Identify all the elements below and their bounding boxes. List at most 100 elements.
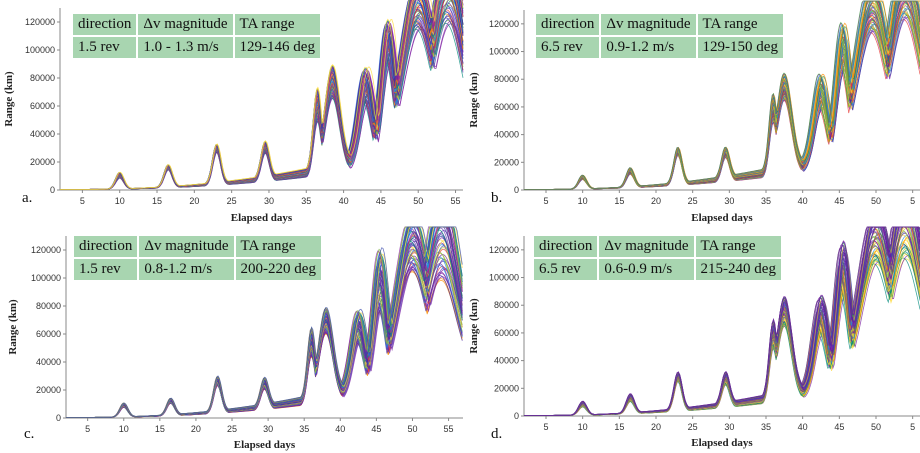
y-tick-label: 40000 xyxy=(30,129,55,139)
y-tick-label: 20000 xyxy=(36,385,61,395)
table-header-ta: TA range xyxy=(694,236,783,259)
trajectory-line xyxy=(60,0,464,190)
y-tick-label: 120000 xyxy=(489,245,519,255)
trajectory-lines xyxy=(60,0,464,190)
x-tick-label: 15 xyxy=(152,196,162,206)
chart-a-info-table: direction Δv magnitude TA range 1.5 rev … xyxy=(73,14,322,60)
x-tick-label: 10 xyxy=(578,422,588,432)
x-tick-label: 35 xyxy=(761,422,771,432)
y-tick-label: 40000 xyxy=(494,130,519,140)
chart-d-info-table: direction Δv magnitude TA range 6.5 rev … xyxy=(534,236,783,282)
x-tick-label: 10 xyxy=(119,424,129,434)
y-axis-label: Range (km) xyxy=(468,72,480,128)
x-tick-label: 25 xyxy=(688,196,698,206)
x-tick-label: 30 xyxy=(263,424,273,434)
x-tick-label: 30 xyxy=(264,196,274,206)
x-axis-label: Elapsed days xyxy=(691,212,753,224)
y-tick-label: 0 xyxy=(50,185,55,195)
table-value-dv: 0.6-0.9 m/s xyxy=(598,258,696,282)
y-tick-label: 100000 xyxy=(489,273,519,283)
y-tick-label: 20000 xyxy=(494,157,519,167)
table-header-ta: TA range xyxy=(234,236,323,259)
panel-label-d: d. xyxy=(491,426,503,442)
x-tick-label: 40 xyxy=(339,196,349,206)
chart-b-info-table: direction Δv magnitude TA range 6.5 rev … xyxy=(536,14,785,60)
table-value-direction: 1.5 rev xyxy=(74,258,140,282)
y-tick-label: 0 xyxy=(514,185,519,195)
x-tick-label: 40 xyxy=(798,422,808,432)
trajectory-line xyxy=(524,0,920,190)
y-tick-label: 40000 xyxy=(36,357,61,367)
x-tick-label: 50 xyxy=(407,424,417,434)
y-tick-label: 100000 xyxy=(31,273,61,283)
x-tick-label: 5 xyxy=(85,424,90,434)
x-tick-label: 5 xyxy=(543,196,548,206)
x-tick-label: 25 xyxy=(688,422,698,432)
panel-label-c: c. xyxy=(24,426,35,442)
x-tick-label: 55 xyxy=(451,196,461,206)
trajectory-lines xyxy=(524,226,920,416)
x-axis-label: Elapsed days xyxy=(691,437,753,449)
chart-panel-c: 0 20000 40000 60000 80000 100000 120000 5 10 15 20… xyxy=(0,226,463,453)
x-tick-label: 5 xyxy=(910,422,915,432)
y-tick-label: 100000 xyxy=(489,47,519,57)
x-tick-label: 30 xyxy=(724,196,734,206)
x-tick-label: 35 xyxy=(301,196,311,206)
y-tick-label: 120000 xyxy=(25,17,55,27)
x-tick-label: 15 xyxy=(614,196,624,206)
table-value-direction: 6.5 rev xyxy=(536,36,602,60)
x-tick-label: 25 xyxy=(227,424,237,434)
y-axis-label: Range (km) xyxy=(7,299,19,355)
table-value-dv: 0.8-1.2 m/s xyxy=(138,258,236,282)
trajectory-line xyxy=(524,226,920,416)
y-tick-label: 80000 xyxy=(36,301,61,311)
y-tick-label: 0 xyxy=(56,413,61,423)
chart-c-info-table: direction Δv magnitude TA range 1.5 rev … xyxy=(74,236,323,282)
x-tick-label: 20 xyxy=(189,196,199,206)
panel-label-b: b. xyxy=(491,190,503,206)
y-tick-label: 60000 xyxy=(30,101,55,111)
x-tick-label: 35 xyxy=(761,196,771,206)
y-tick-label: 20000 xyxy=(30,157,55,167)
y-tick-label: 80000 xyxy=(494,74,519,84)
table-value-direction: 1.5 rev xyxy=(73,36,139,60)
y-axis-label: Range (km) xyxy=(3,71,15,127)
chart-panel-d: 0 20000 40000 60000 80000 100000 120000 5 10 15 20… xyxy=(460,226,920,453)
table-header-dv: Δv magnitude xyxy=(598,236,696,259)
x-tick-label: 30 xyxy=(724,422,734,432)
chart-a-svg: 0 20000 40000 60000 80000 100000 120000 5 10 15 20… xyxy=(3,0,464,224)
y-tick-label: 60000 xyxy=(494,102,519,112)
chart-panel-b: 0 20000 40000 60000 80000 100000 120000 5 10 15 20… xyxy=(460,0,920,228)
trajectory-lines xyxy=(66,226,463,418)
table-header-direction: direction xyxy=(536,14,602,37)
y-tick-label: 80000 xyxy=(30,73,55,83)
y-tick-label: 80000 xyxy=(494,300,519,310)
x-tick-label: 5 xyxy=(910,196,915,206)
y-tick-label: 40000 xyxy=(494,356,519,366)
y-tick-label: 100000 xyxy=(25,45,55,55)
x-tick-label: 15 xyxy=(614,422,624,432)
table-value-ta: 129-150 deg xyxy=(696,36,785,60)
chart-b-svg: 0 20000 40000 60000 80000 100000 120000 5 10 15 20… xyxy=(468,0,920,224)
table-value-ta: 215-240 deg xyxy=(694,258,783,282)
table-header-direction: direction xyxy=(534,236,600,259)
table-header-direction: direction xyxy=(74,236,140,259)
x-tick-label: 10 xyxy=(578,196,588,206)
x-axis-label: Elapsed days xyxy=(231,212,293,224)
table-value-ta: 129-146 deg xyxy=(233,36,322,60)
x-tick-label: 20 xyxy=(651,422,661,432)
panel-label-a: a. xyxy=(22,190,33,206)
x-tick-label: 55 xyxy=(444,424,454,434)
chart-c-svg: 0 20000 40000 60000 80000 100000 120000 5 10 15 20… xyxy=(7,226,463,451)
x-tick-label: 10 xyxy=(115,196,125,206)
y-tick-label: 0 xyxy=(514,411,519,421)
x-tick-label: 45 xyxy=(834,196,844,206)
y-tick-label: 60000 xyxy=(36,329,61,339)
x-tick-label: 50 xyxy=(413,196,423,206)
trajectory-line xyxy=(66,226,463,418)
table-header-ta: TA range xyxy=(233,14,322,37)
table-value-direction: 6.5 rev xyxy=(534,258,600,282)
y-tick-label: 120000 xyxy=(31,245,61,255)
x-tick-label: 35 xyxy=(299,424,309,434)
table-value-ta: 200-220 deg xyxy=(234,258,323,282)
